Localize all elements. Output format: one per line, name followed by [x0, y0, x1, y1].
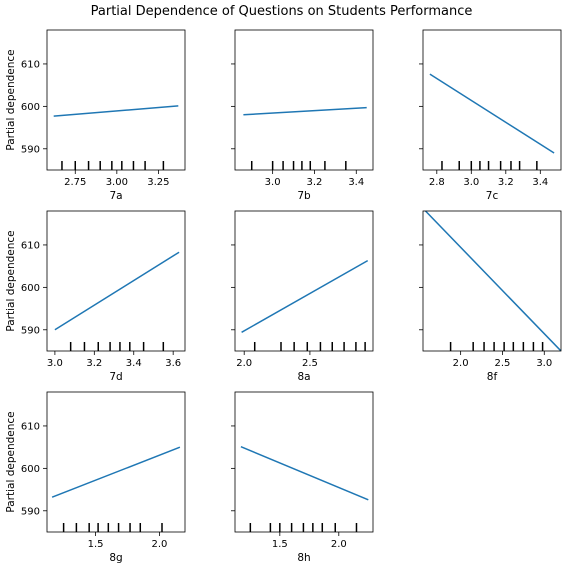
x-tick-label: 3.4: [348, 177, 364, 188]
y-tick-label: 610: [21, 59, 40, 70]
y-axis-label: Partial dependence: [5, 230, 17, 331]
x-tick-label: 3.2: [307, 177, 323, 188]
pd-line-7d: [54, 251, 180, 331]
x-tick-label: 2.0: [331, 539, 347, 550]
x-tick-label: 3.25: [147, 177, 169, 188]
x-axis-label: 8f: [487, 371, 498, 383]
y-tick-label: 600: [21, 464, 40, 475]
pd-line-8f: [424, 211, 561, 351]
x-tick-label: 1.5: [88, 539, 104, 550]
axes-frame: [234, 29, 374, 171]
x-tick-label: 3.0: [463, 177, 479, 188]
chart-panel-7c: 2.8 3.0 3.2 3.4 7c: [419, 29, 562, 202]
chart-panel-8f: 2.0 2.5 3.0 8f: [419, 210, 562, 383]
x-tick-label: 3.0: [265, 177, 281, 188]
pd-line-8g: [51, 446, 181, 498]
pd-line-8h: [240, 446, 369, 501]
axes-frame: [422, 210, 562, 352]
x-axis-label: 8g: [109, 552, 122, 564]
y-axis-label: Partial dependence: [5, 411, 17, 512]
chart-panel-7b: 3.0 3.2 3.4 7b: [231, 29, 374, 202]
pd-line-7c: [429, 73, 555, 154]
x-tick-label: 3.00: [106, 177, 128, 188]
y-tick-label: 590: [21, 144, 40, 155]
y-tick-label: 610: [21, 421, 40, 432]
x-axis-label: 7c: [486, 190, 499, 202]
chart-panel-8a: 2.0 2.5 8a: [231, 210, 374, 383]
axes-frame: [46, 210, 186, 352]
y-tick-label: 590: [21, 325, 40, 336]
x-tick-label: 2.0: [236, 358, 252, 369]
x-tick-label: 3.6: [165, 358, 181, 369]
x-axis-label: 8h: [297, 552, 310, 564]
axes-frame: [422, 29, 562, 171]
x-axis-label: 8a: [297, 371, 310, 383]
x-tick-label: 2.5: [302, 358, 318, 369]
axes-frame: [234, 391, 374, 533]
x-axis-label: 7a: [109, 190, 122, 202]
figure-title: Partial Dependence of Questions on Stude…: [90, 4, 473, 19]
chart-panel-7a: 590 600 610 2.75 3.00 3.25 7a Partial dependenc…: [5, 29, 186, 202]
x-tick-label: 2.5: [495, 358, 511, 369]
y-tick-label: 600: [21, 102, 40, 113]
x-tick-label: 2.75: [64, 177, 86, 188]
x-axis-label: 7d: [109, 371, 122, 383]
axes-frame: [46, 29, 186, 171]
axes-frame: [234, 210, 374, 352]
chart-panel-8g: 590 600 610 1.5 2.0 8g Partial dependence: [5, 391, 186, 564]
chart-panel-7d: 590 600 610 3.0 3.2 3.4 3.6 7d Partial dependenc…: [5, 210, 186, 383]
x-tick-label: 3.4: [532, 177, 548, 188]
x-tick-label: 3.4: [126, 358, 142, 369]
y-tick-label: 600: [21, 283, 40, 294]
x-tick-label: 2.0: [151, 539, 167, 550]
y-tick-label: 590: [21, 506, 40, 517]
x-tick-label: 3.2: [86, 358, 102, 369]
chart-panel-8h: 1.5 2.0 8h: [231, 391, 374, 564]
pd-line-7a: [53, 105, 179, 117]
x-tick-label: 2.0: [453, 358, 469, 369]
x-tick-label: 3.0: [536, 358, 552, 369]
pd-line-7b: [243, 106, 367, 116]
x-tick-label: 3.2: [498, 177, 514, 188]
pd-line-8a: [241, 259, 369, 333]
x-tick-label: 1.5: [272, 539, 288, 550]
y-axis-label: Partial dependence: [5, 49, 17, 150]
y-tick-label: 610: [21, 240, 40, 251]
x-tick-label: 3.0: [47, 358, 63, 369]
x-tick-label: 2.8: [429, 177, 445, 188]
axes-frame: [46, 391, 186, 533]
x-axis-label: 7b: [297, 190, 311, 202]
